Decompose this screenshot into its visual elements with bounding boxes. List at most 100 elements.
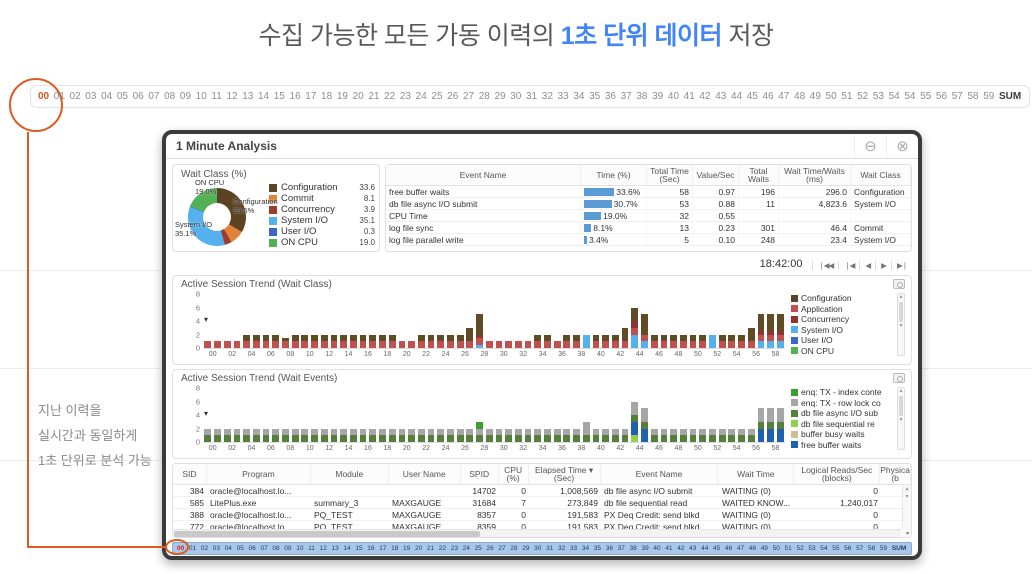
column-header[interactable]: Elapsed Time ▾ (Sec) (529, 464, 601, 484)
timeline-tick[interactable]: 10 (195, 91, 207, 102)
timeline-tick[interactable]: 05 (116, 91, 128, 102)
table-row[interactable]: 384 oracle@localhost.lo... 14702 0 1,008,569… (173, 485, 911, 497)
timeline-tick[interactable]: 47 (778, 91, 790, 102)
legend-item[interactable]: ON CPU (791, 346, 895, 357)
timeline-tick[interactable]: 54 (904, 91, 916, 102)
timeline-tick[interactable]: 15 (273, 91, 285, 102)
legend-scrollbar[interactable]: ▴ ▾ (897, 387, 905, 450)
player-control-3-icon[interactable]: ▶ (875, 260, 891, 270)
legend-item[interactable]: ON CPU 19.0 (269, 237, 375, 248)
timeline-tick[interactable]: 29 (522, 545, 530, 552)
legend-item[interactable]: enq: TX - index conte (791, 387, 895, 398)
timeline-tick[interactable]: 42 (677, 545, 685, 552)
legend-item[interactable]: User I/O 0.3 (269, 226, 375, 237)
column-header[interactable]: Event Name (601, 464, 719, 484)
legend-item[interactable]: free buffer waits (791, 440, 895, 451)
second-timeline-bar[interactable]: 00 01 02 03 04 05 06 07 08 09 10 11 12 13 14 15 16 17 18 19… (30, 85, 1030, 108)
timeline-tick[interactable]: 37 (620, 91, 632, 102)
column-header[interactable]: Program (207, 464, 311, 484)
timeline-tick[interactable]: 14 (257, 91, 270, 102)
column-header[interactable]: Total Waits (739, 165, 779, 185)
timeline-tick[interactable]: 18 (321, 91, 333, 102)
timeline-tick[interactable]: 28 (478, 91, 490, 102)
timeline-tick[interactable]: 01 (188, 545, 197, 552)
timeline-tick[interactable]: 41 (683, 91, 695, 102)
timeline-tick[interactable]: 25 (474, 545, 482, 552)
timeline-tick[interactable]: 53 (872, 91, 884, 102)
timeline-tick[interactable]: 28 (510, 545, 518, 552)
save-chart-icon[interactable] (893, 279, 905, 289)
timeline-tick[interactable]: 04 (101, 91, 113, 102)
scroll-up-icon[interactable]: ▴ (899, 388, 903, 394)
timeline-tick[interactable]: 16 (289, 91, 301, 102)
timeline-tick[interactable]: 57 (856, 545, 864, 552)
timeline-tick[interactable]: 58 (867, 545, 876, 552)
scroll-right-icon[interactable]: ▸ (906, 530, 910, 537)
timeline-tick[interactable]: 43 (689, 545, 697, 552)
timeline-tick[interactable]: 05 (236, 545, 244, 552)
timeline-tick[interactable]: 09 (284, 545, 292, 552)
table-row[interactable]: log file sync 8.1% 13 0.23 301 46.4 Commit (386, 222, 911, 234)
timeline-tick[interactable]: 52 (857, 91, 869, 102)
timeline-tick[interactable]: 06 (248, 545, 256, 552)
timeline-tick[interactable]: 09 (179, 91, 192, 102)
timeline-tick[interactable]: 27 (498, 545, 506, 552)
legend-item[interactable]: Configuration 33.6 (269, 182, 375, 193)
save-chart-icon[interactable] (893, 373, 905, 383)
timeline-tick[interactable]: 36 (604, 91, 616, 102)
timeline-tick[interactable]: 59 (983, 91, 995, 102)
timeline-tick[interactable]: 02 (200, 545, 209, 552)
timeline-tick[interactable]: 45 (746, 91, 758, 102)
timeline-tick[interactable]: 40 (667, 91, 680, 102)
timeline-tick[interactable]: 38 (636, 91, 648, 102)
timeline-tick[interactable]: SUM (998, 91, 1022, 102)
legend-item[interactable]: Commit 8.1 (269, 193, 375, 204)
column-header[interactable]: CPU (%) (499, 464, 529, 484)
timeline-tick[interactable]: 15 (355, 545, 363, 552)
column-header[interactable]: User Name (389, 464, 461, 484)
timeline-tick[interactable]: 39 (652, 91, 664, 102)
timeline-tick[interactable]: 48 (794, 91, 806, 102)
timeline-tick[interactable]: 24 (462, 545, 470, 552)
timeline-tick[interactable]: 34 (573, 91, 585, 102)
timeline-tick[interactable]: 52 (796, 545, 804, 552)
timeline-tick[interactable]: 13 (242, 91, 254, 102)
timeline-tick[interactable]: 10 (296, 545, 304, 552)
player-control-2-icon[interactable]: ◀ (859, 260, 876, 270)
timeline-tick[interactable]: 03 (85, 91, 97, 102)
minimize-icon[interactable]: ⊖ (854, 134, 886, 158)
timeline-tick[interactable]: 16 (367, 545, 375, 552)
timeline-tick[interactable]: 35 (589, 91, 601, 102)
timeline-tick[interactable]: 34 (581, 545, 590, 552)
scrollbar-thumb[interactable] (899, 396, 903, 416)
timeline-tick[interactable]: 30 (534, 545, 542, 552)
legend-scrollbar[interactable]: ▴ ▾ (897, 293, 905, 356)
legend-item[interactable]: User I/O (791, 335, 895, 346)
timeline-tick[interactable]: 56 (844, 545, 852, 552)
column-header[interactable]: Wait Time (718, 464, 795, 484)
timeline-tick[interactable]: 14 (343, 545, 351, 552)
timeline-tick[interactable]: 20 (352, 91, 364, 102)
timeline-tick[interactable]: 27 (462, 91, 475, 102)
column-header[interactable]: Physica (b (880, 464, 911, 484)
timeline-tick[interactable]: 07 (148, 91, 160, 102)
timeline-tick[interactable]: 59 (879, 545, 888, 552)
timeline-tick[interactable]: 24 (415, 91, 427, 102)
timeline-tick[interactable]: 53 (808, 545, 816, 552)
scroll-down-icon[interactable]: ▾ (899, 417, 903, 423)
scrollbar-thumb[interactable] (899, 302, 903, 322)
column-header[interactable]: Event Name (386, 165, 581, 185)
timeline-tick[interactable]: 50 (825, 91, 837, 102)
timeline-tick[interactable]: 31 (526, 91, 538, 102)
table-row[interactable]: log file parallel write 3.4% 5 0.10 248 23.4 S… (386, 234, 911, 246)
timeline-tick[interactable]: 38 (629, 545, 637, 552)
timeline-tick[interactable]: 35 (593, 545, 602, 552)
timeline-tick[interactable]: 02 (69, 91, 81, 102)
timeline-tick[interactable]: 25 (431, 91, 443, 102)
timeline-tick[interactable]: 08 (272, 545, 280, 552)
column-header[interactable]: Module (311, 464, 389, 484)
timeline-tick[interactable]: 23 (399, 91, 411, 102)
timeline-tick[interactable]: 44 (701, 545, 709, 552)
timeline-tick[interactable]: 11 (308, 545, 315, 552)
timeline-tick[interactable]: 41 (665, 545, 673, 552)
